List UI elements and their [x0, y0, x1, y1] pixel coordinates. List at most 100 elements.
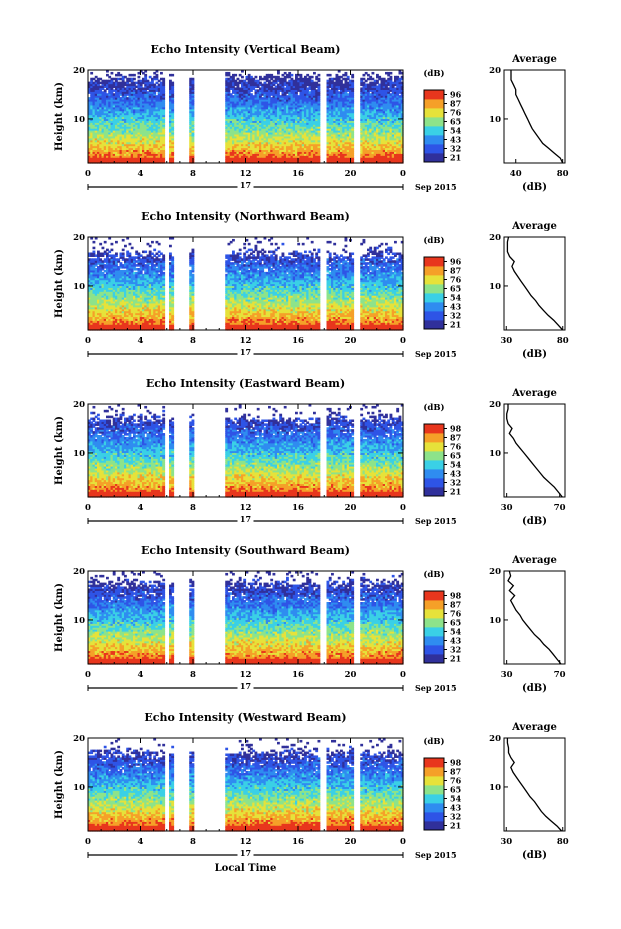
heatmap-cell — [137, 145, 141, 149]
heatmap-cell — [139, 133, 143, 137]
heatmap-cell — [171, 73, 175, 77]
heatmap-cell — [97, 112, 100, 116]
heatmap-cell — [130, 132, 134, 135]
heatmap-cell — [110, 71, 114, 75]
heatmap-cell — [139, 110, 143, 114]
heatmap-cell — [137, 122, 141, 125]
heatmap-cell — [146, 79, 150, 83]
heatmap-cell — [128, 97, 132, 100]
heatmap-cell — [155, 122, 159, 125]
heatmap-cell — [92, 77, 96, 81]
heatmap-cell — [124, 147, 127, 151]
heatmap-cell — [94, 147, 98, 151]
heatmap-cell — [155, 85, 159, 89]
heatmap-cell — [133, 99, 136, 102]
heatmap-cell — [90, 130, 94, 133]
heatmap-cell — [112, 110, 116, 114]
heatmap-cell — [148, 124, 152, 127]
heatmap-cell — [151, 91, 154, 94]
heatmap-cell — [160, 143, 163, 147]
heatmap-cell — [112, 139, 116, 143]
heatmap-cell — [92, 101, 96, 104]
heatmap-cell — [99, 85, 103, 89]
heatmap-cell — [103, 101, 107, 104]
heatmap-cell — [146, 157, 150, 160]
y-axis-label: Height (km) — [54, 82, 65, 151]
heatmap-cell — [153, 135, 157, 139]
heatmap-cell — [135, 155, 139, 158]
heatmap-cell — [155, 118, 159, 121]
heatmap-cell — [153, 97, 157, 100]
heatmap-cell — [142, 101, 145, 104]
heatmap-cell — [88, 139, 91, 143]
heatmap-cell — [151, 153, 154, 156]
colorbar-swatch — [424, 90, 444, 100]
heatmap-cell — [126, 116, 130, 120]
heatmap-cell — [117, 126, 121, 129]
heatmap-cell — [110, 139, 114, 143]
heatmap-cell — [124, 118, 127, 121]
heatmap-cell — [103, 143, 107, 147]
heatmap-cell — [94, 120, 98, 123]
heatmap-cell — [99, 116, 103, 120]
heatmap-cell — [103, 122, 107, 125]
heatmap-cell — [115, 120, 118, 123]
heatmap-cell — [133, 159, 136, 162]
heatmap-cell — [142, 116, 145, 120]
heatmap-cell — [97, 122, 100, 125]
heatmap-cell — [90, 124, 94, 127]
heatmap-cell — [133, 153, 136, 156]
heatmap-cell — [106, 93, 109, 96]
heatmap-cell — [155, 147, 159, 151]
heatmap-cell — [97, 161, 100, 164]
heatmap-cell — [88, 102, 91, 106]
heatmap-cell — [128, 133, 132, 137]
heatmap-cell — [124, 114, 127, 118]
heatmap-cell — [151, 161, 154, 164]
heatmap-cell — [151, 114, 154, 118]
heatmap-cell — [94, 143, 98, 147]
heatmap-cell — [128, 126, 132, 129]
heatmap-cell — [146, 118, 150, 121]
heatmap-cell — [148, 145, 152, 149]
heatmap-cell — [144, 126, 148, 129]
heatmap-cell — [94, 85, 98, 89]
heatmap-cell — [148, 116, 152, 120]
heatmap-cell — [90, 149, 94, 152]
heatmap-cell — [135, 91, 139, 94]
heatmap-cell — [101, 139, 105, 143]
heatmap-cell — [97, 124, 100, 127]
heatmap-cell — [121, 141, 125, 145]
heatmap-cell — [133, 85, 136, 89]
heatmap-cell — [92, 110, 96, 114]
heatmap-cell — [92, 135, 96, 139]
heatmap-cell — [139, 89, 143, 92]
heatmap-cell — [151, 116, 154, 120]
heatmap-cell — [97, 102, 100, 106]
heatmap-cell — [117, 108, 121, 112]
heatmap-cell — [110, 104, 114, 108]
heatmap-cell — [103, 153, 107, 156]
heatmap-cell — [153, 91, 157, 94]
heatmap-cell — [155, 116, 159, 120]
heatmap-cell — [130, 104, 134, 108]
heatmap-cell — [157, 133, 161, 137]
heatmap-cell — [139, 147, 143, 151]
heatmap-cell — [126, 155, 130, 158]
heatmap-cell — [128, 101, 132, 104]
heatmap-cell — [108, 128, 112, 131]
heatmap-cell — [92, 157, 96, 160]
heatmap-cell — [108, 118, 112, 121]
heatmap-cell — [151, 133, 154, 137]
heatmap-cell — [88, 159, 91, 162]
heatmap-cell — [148, 133, 152, 137]
heatmap-cell — [135, 128, 139, 131]
heatmap-cell — [115, 89, 118, 92]
heatmap-cell — [160, 87, 163, 90]
heatmap-cell — [119, 112, 123, 116]
heatmap-cell — [119, 81, 123, 85]
heatmap-cell — [157, 91, 161, 94]
heatmap-cell — [227, 71, 231, 75]
heatmap-cell — [124, 93, 127, 96]
heatmap-cell — [99, 143, 103, 147]
